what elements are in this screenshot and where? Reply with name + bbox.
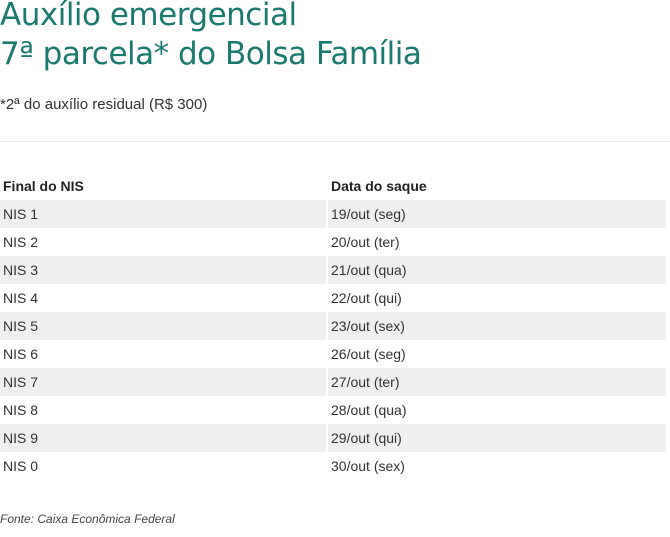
subtitle: *2ª do auxílio residual (R$ 300) bbox=[0, 96, 208, 113]
date-cell: 19/out (seg) bbox=[328, 200, 666, 228]
date-cell: 20/out (ter) bbox=[328, 228, 666, 256]
table-row: NIS 6 26/out (seg) bbox=[0, 340, 666, 368]
date-cell: 29/out (qui) bbox=[328, 424, 666, 452]
table-row: NIS 1 19/out (seg) bbox=[0, 200, 666, 228]
table-row: NIS 3 21/out (qua) bbox=[0, 256, 666, 284]
table-header-row: Final do NIS Data do saque bbox=[0, 172, 666, 200]
nis-cell: NIS 3 bbox=[0, 256, 326, 284]
nis-cell: NIS 8 bbox=[0, 396, 326, 424]
header-data-saque: Data do saque bbox=[331, 178, 427, 194]
nis-cell: NIS 5 bbox=[0, 312, 326, 340]
table-row: NIS 8 28/out (qua) bbox=[0, 396, 666, 424]
nis-cell: NIS 6 bbox=[0, 340, 326, 368]
header-final-nis: Final do NIS bbox=[3, 178, 84, 194]
date-cell: 26/out (seg) bbox=[328, 340, 666, 368]
table-row: NIS 9 29/out (qui) bbox=[0, 424, 666, 452]
date-cell: 28/out (qua) bbox=[328, 396, 666, 424]
nis-cell: NIS 9 bbox=[0, 424, 326, 452]
date-cell: 27/out (ter) bbox=[328, 368, 666, 396]
nis-cell: NIS 0 bbox=[0, 452, 326, 480]
nis-cell: NIS 2 bbox=[0, 228, 326, 256]
table-row: NIS 5 23/out (sex) bbox=[0, 312, 666, 340]
nis-cell: NIS 7 bbox=[0, 368, 326, 396]
date-cell: 30/out (sex) bbox=[328, 452, 666, 480]
date-cell: 22/out (qui) bbox=[328, 284, 666, 312]
nis-cell: NIS 4 bbox=[0, 284, 326, 312]
schedule-table: Final do NIS Data do saque NIS 1 19/out (… bbox=[0, 172, 668, 480]
page-title: Auxílio emergencial 7ª parcela* do Bolsa… bbox=[0, 0, 422, 74]
table-row: NIS 7 27/out (ter) bbox=[0, 368, 666, 396]
table-row: NIS 0 30/out (sex) bbox=[0, 452, 666, 480]
nis-cell: NIS 1 bbox=[0, 200, 326, 228]
date-cell: 21/out (qua) bbox=[328, 256, 666, 284]
title-line-1: Auxílio emergencial bbox=[0, 0, 297, 33]
divider bbox=[0, 141, 670, 142]
source-note: Fonte: Caixa Econômica Federal bbox=[0, 512, 175, 526]
table-row: NIS 4 22/out (qui) bbox=[0, 284, 666, 312]
date-cell: 23/out (sex) bbox=[328, 312, 666, 340]
table-row: NIS 2 20/out (ter) bbox=[0, 228, 666, 256]
title-line-2: 7ª parcela* do Bolsa Família bbox=[0, 36, 422, 72]
